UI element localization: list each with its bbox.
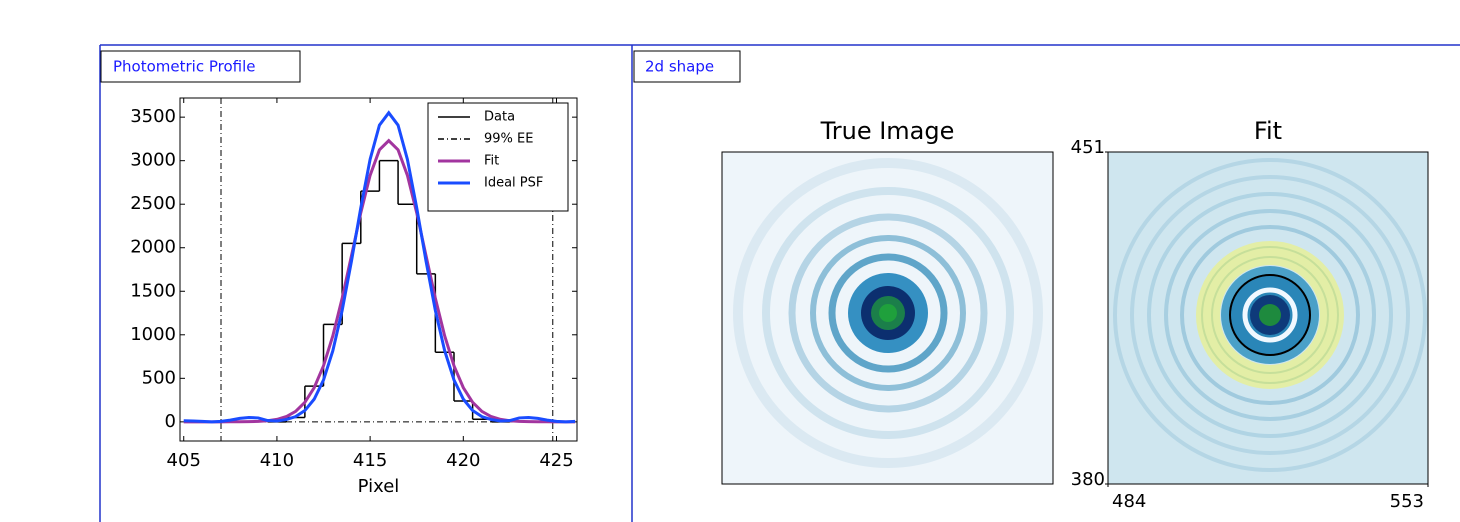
x-tick-label: 425 [539, 450, 573, 471]
image-frame [1107, 151, 1429, 485]
legend-label: Data [484, 110, 515, 125]
panel-title: Photometric Profile [113, 58, 256, 76]
image-frame [721, 151, 1054, 485]
y-tick-label: 1000 [130, 324, 176, 345]
image-title: Fit [1254, 117, 1282, 145]
panel-title: 2d shape [645, 58, 714, 76]
image-title: True Image [820, 117, 955, 145]
y-tick-label: 3500 [130, 106, 176, 127]
legend-box [427, 102, 569, 212]
panel-title-box [100, 50, 301, 83]
x-tick-label: 420 [446, 450, 480, 471]
true-image [722, 152, 1053, 484]
y-tick-label: 451 [1071, 137, 1105, 158]
fit-image [1108, 152, 1428, 484]
panel-frames [99, 44, 1460, 522]
y-tick-label: 0 [165, 411, 176, 432]
x-tick-label: 405 [167, 450, 201, 471]
x-tick-label: 415 [353, 450, 387, 471]
y-tick-label: 1500 [130, 280, 176, 301]
y-tick-label: 500 [142, 367, 176, 388]
legend-label: Ideal PSF [484, 176, 543, 191]
y-tick-label: 2500 [130, 193, 176, 214]
x-tick-label: 410 [260, 450, 294, 471]
y-tick-label: 380 [1071, 469, 1105, 490]
x-axis-label: Pixel [358, 476, 400, 497]
legend-label: 99% EE [484, 132, 533, 147]
y-tick-label: 2000 [130, 237, 176, 258]
legend-label: Fit [484, 154, 499, 169]
panel-title-box [633, 50, 741, 83]
y-tick-label: 3000 [130, 150, 176, 171]
series-line [183, 110, 576, 424]
x-tick-label: 553 [1390, 491, 1424, 512]
x-tick-label: 484 [1112, 491, 1146, 512]
